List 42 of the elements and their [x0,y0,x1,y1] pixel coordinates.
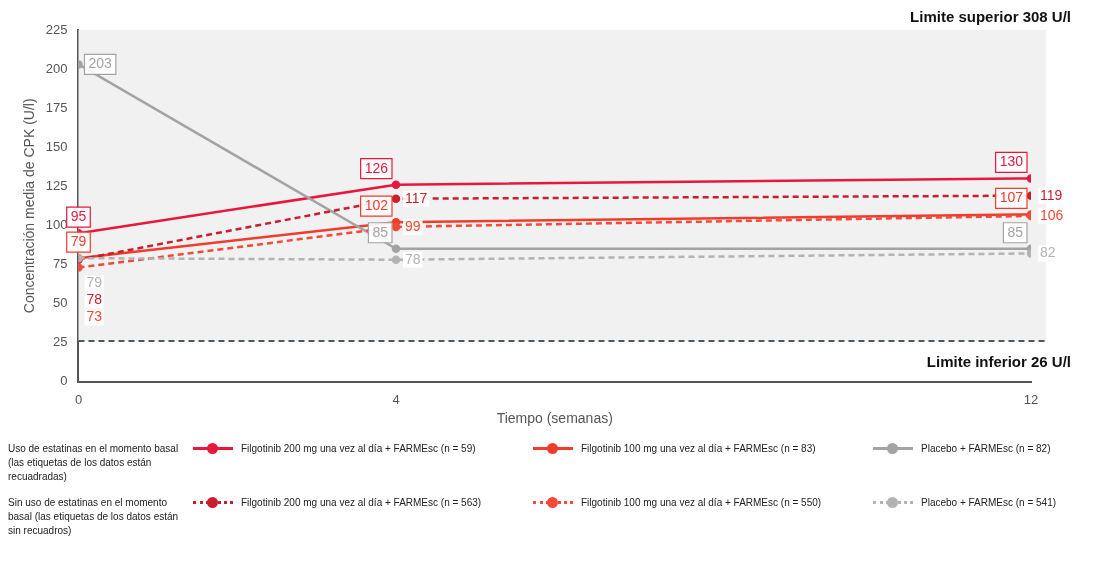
legend-label: Filgotinib 200 mg una vez al día + FARMEsc (n = 563) [241,496,482,508]
text: Sin uso de estatinas en el momento basal (las etiquetas de los datos están sin recuadros) [8,496,180,538]
y-tick-label: 175 [45,99,68,115]
data-label: 99 [404,217,421,234]
text: Uso de estatinas en el momento basal (las etiquetas de los datos están recuadradas) [8,442,180,484]
data-label: 85 [372,223,389,240]
ref-line-label: Limite inferior 26 U/l [926,353,1071,371]
data-label: 78 [404,250,421,267]
data-label: 102 [364,197,389,214]
data-label: 95 [70,208,87,225]
y-tick-label: 75 [53,255,68,271]
x-axis-title: Tiempo (semanas) [496,410,613,427]
data-label: 85 [1007,223,1024,240]
y-tick-label: 0 [60,373,68,389]
legend-label: Filgotinib 100 mg una vez al día + FARMEsc (n = 550) [581,496,822,508]
x-tick-label: 4 [392,391,400,407]
data-label: 107 [999,189,1024,206]
legend-label: Filgotinib 100 mg una vez al día + FARMEsc (n = 83) [581,442,816,454]
y-tick-label: 225 [45,21,68,37]
y-axis-title: Concentración media de CPK (U/l) [21,98,38,314]
data-label: 106 [1040,206,1064,223]
y-tick-label: 150 [45,138,68,154]
y-tick-label: 125 [45,177,68,193]
y-tick-label: 200 [45,60,68,76]
x-tick-label: 12 [1023,391,1039,407]
text: Limite superior 308 U/l [910,8,1071,26]
data-label: 126 [364,159,389,176]
data-label: 79 [86,274,103,291]
data-label: 203 [88,55,113,72]
data-label: 78 [86,291,103,308]
data-label: 117 [404,189,428,206]
legend-label: Filgotinib 200 mg una vez al día + FARMEsc (n = 59) [241,442,476,454]
legend-label: Placebo + FARMEsc (n = 82) [921,442,1051,454]
data-label: 73 [86,308,103,325]
data-label: 79 [70,233,87,250]
data-label: 130 [999,153,1024,170]
y-tick-label: 50 [53,295,68,311]
legend-label: Placebo + FARMEsc (n = 541) [921,496,1057,508]
data-label: 119 [1040,186,1063,203]
x-tick-label: 0 [74,391,83,407]
data-label: 82 [1040,244,1056,261]
y-tick-label: 25 [53,334,68,350]
